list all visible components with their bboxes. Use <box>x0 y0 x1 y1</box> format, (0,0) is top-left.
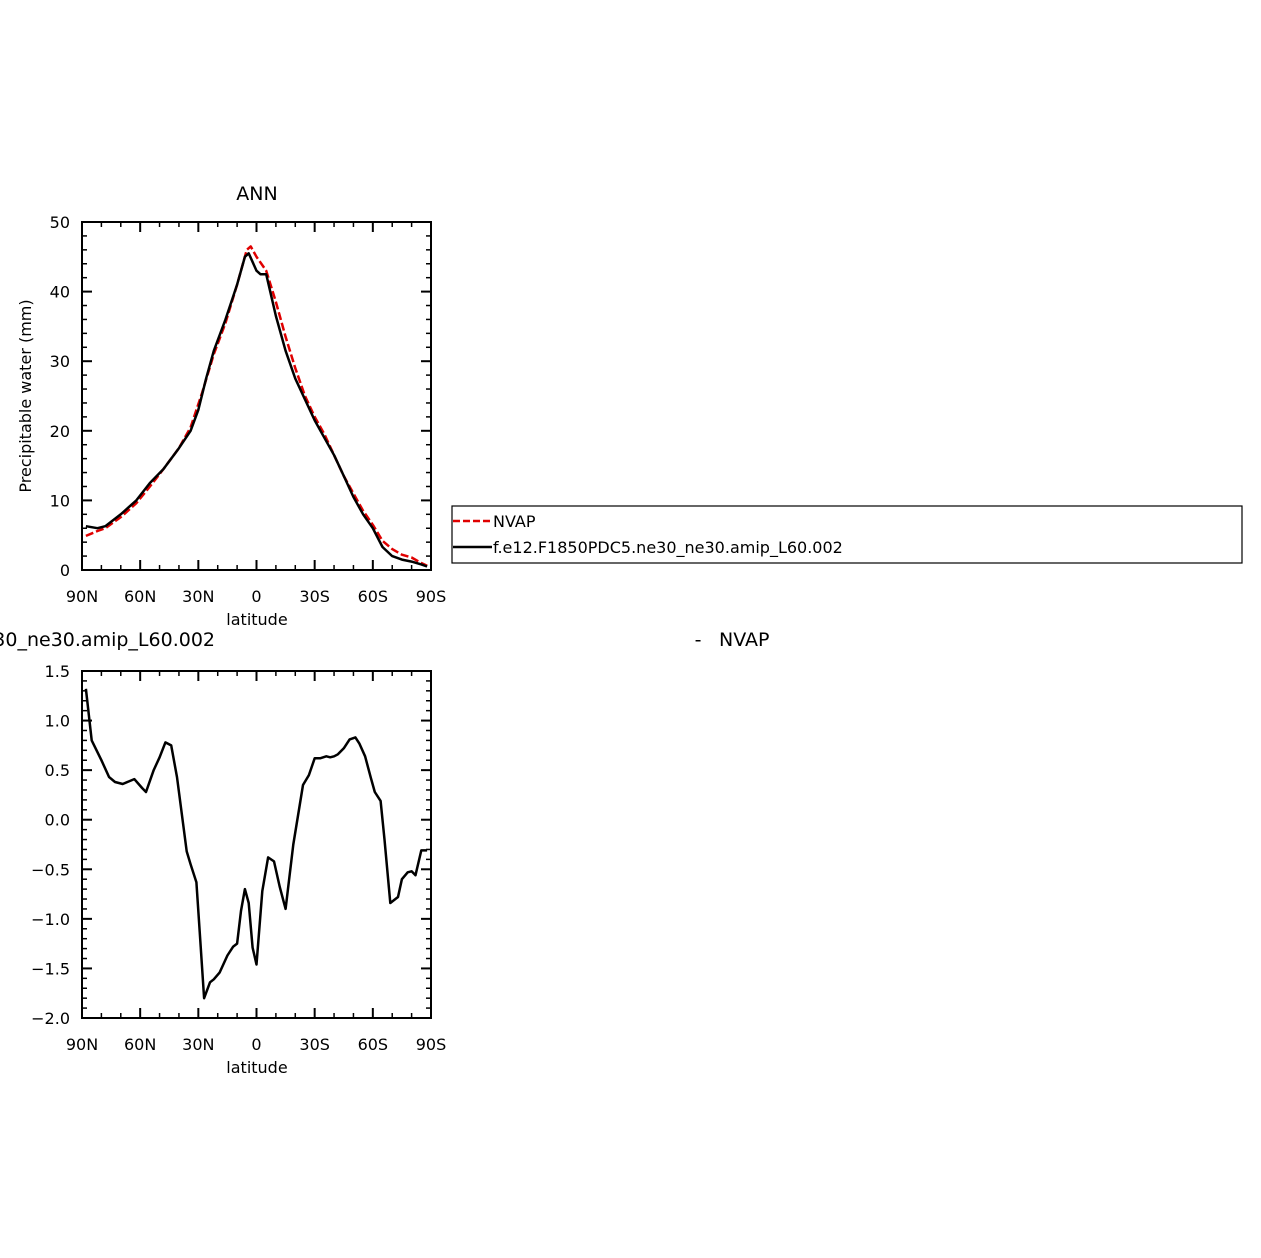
y-tick-label: −1.5 <box>31 959 70 978</box>
y-tick-label: 30 <box>50 352 70 371</box>
series-line-model <box>85 252 428 568</box>
x-tick-label: 60N <box>124 1035 156 1054</box>
y-tick-label: 40 <box>50 283 70 302</box>
x-tick-label: 0 <box>251 1035 261 1054</box>
legend: NVAP f.e12.F1850PDC5.ne30_ne30.amip_L60.… <box>451 505 1243 564</box>
panel2-tick-labels: 90N 60N 30N 0 30S 60S 90S −2.0 −1.5 −1.0 −0.5 0.0 0.… <box>31 662 446 1054</box>
x-tick-label: 90N <box>66 587 98 606</box>
y-tick-label: 1.5 <box>45 662 70 681</box>
x-tick-label: 30S <box>299 587 330 606</box>
y-tick-label: 1.0 <box>45 712 70 731</box>
y-tick-label: 0.5 <box>45 761 70 780</box>
series-line-nvap <box>85 245 428 567</box>
y-tick-label: 0.0 <box>45 811 70 830</box>
x-tick-label: 30N <box>182 587 214 606</box>
x-tick-label: 90S <box>416 587 447 606</box>
y-tick-label: 20 <box>50 422 70 441</box>
panel2-ticks <box>81 670 432 1019</box>
panel1-series-lines <box>85 245 428 568</box>
panel2-title-right: NVAP <box>719 629 769 651</box>
panel1-plot-frame <box>81 221 432 571</box>
panel1-y-axis-label: Precipitable water (mm) <box>16 299 35 492</box>
y-tick-label: 50 <box>50 213 70 232</box>
y-tick-label: 10 <box>50 491 70 510</box>
y-tick-label: −1.0 <box>31 910 70 929</box>
panel1-ticks <box>81 221 432 571</box>
panel2-title-separator: - <box>695 629 702 651</box>
y-tick-label: −2.0 <box>31 1009 70 1028</box>
y-tick-label: 0 <box>60 561 70 580</box>
panel2-plot-frame <box>81 670 432 1019</box>
series-line-model <box>84 688 428 1000</box>
panel2-x-axis-label: latitude <box>226 1058 287 1077</box>
legend-label-nvap: NVAP <box>493 512 536 531</box>
x-tick-label: 90N <box>66 1035 98 1054</box>
x-tick-label: 90S <box>416 1035 447 1054</box>
x-tick-label: 30S <box>299 1035 330 1054</box>
panel-difference: f.e12.F1850PDC5.ne30_ne30.amip_L60.002 -… <box>0 629 769 1077</box>
panel2-series-lines <box>84 688 428 1000</box>
panel2-title-left: f.e12.F1850PDC5.ne30_ne30.amip_L60.002 <box>0 629 215 651</box>
x-tick-label: 60N <box>124 587 156 606</box>
y-tick-label: −0.5 <box>31 860 70 879</box>
panel1-title: ANN <box>236 183 277 205</box>
x-tick-label: 0 <box>251 587 261 606</box>
x-tick-label: 60S <box>358 587 389 606</box>
panel1-x-axis-label: latitude <box>226 610 287 629</box>
legend-box <box>451 505 1243 564</box>
panel-annual-mean: ANN Precipitable water (mm) latitude 90N… <box>16 183 446 629</box>
panel1-tick-labels: 90N 60N 30N 0 30S 60S 90S 0 10 20 30 40 50 <box>50 213 447 606</box>
legend-label-model: f.e12.F1850PDC5.ne30_ne30.amip_L60.002 <box>493 538 843 558</box>
x-tick-label: 60S <box>358 1035 389 1054</box>
x-tick-label: 30N <box>182 1035 214 1054</box>
